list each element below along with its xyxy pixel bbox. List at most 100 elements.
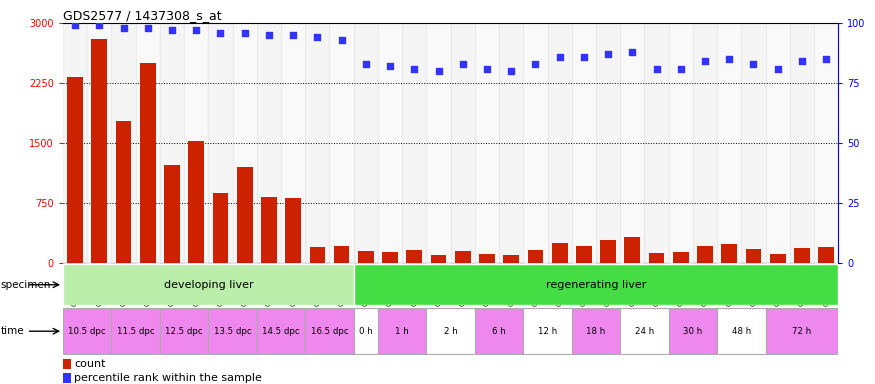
- Point: [141, 25, 155, 31]
- Bar: [499, 23, 523, 263]
- Text: 10.5 dpc: 10.5 dpc: [68, 327, 106, 336]
- Bar: [281, 23, 305, 263]
- Bar: [741, 263, 766, 264]
- Point: [674, 66, 688, 72]
- Bar: [548, 263, 571, 264]
- Text: 14.5 dpc: 14.5 dpc: [262, 327, 300, 336]
- Text: 2 h: 2 h: [444, 327, 458, 336]
- Point: [359, 61, 373, 67]
- Text: GSM161109: GSM161109: [387, 263, 393, 306]
- Bar: [111, 23, 136, 263]
- Bar: [596, 263, 620, 264]
- Bar: [814, 263, 838, 264]
- Bar: [697, 246, 713, 263]
- Point: [214, 30, 228, 36]
- Text: GSM161120: GSM161120: [654, 263, 660, 306]
- Bar: [668, 23, 693, 263]
- Point: [334, 37, 348, 43]
- Bar: [111, 263, 136, 264]
- Text: GSM161111: GSM161111: [436, 263, 442, 306]
- Point: [528, 61, 542, 67]
- Text: GSM161121: GSM161121: [678, 263, 683, 306]
- Point: [431, 68, 445, 74]
- Point: [116, 25, 130, 31]
- Point: [165, 27, 179, 33]
- Text: GSM161134: GSM161134: [218, 263, 223, 306]
- Bar: [378, 263, 402, 264]
- Text: GSM161125: GSM161125: [774, 263, 780, 306]
- Text: GSM161119: GSM161119: [629, 263, 635, 306]
- Text: GSM161137: GSM161137: [290, 263, 296, 306]
- Text: GSM161136: GSM161136: [266, 263, 272, 306]
- Bar: [430, 255, 446, 263]
- Bar: [257, 23, 281, 263]
- Text: percentile rank within the sample: percentile rank within the sample: [74, 373, 262, 383]
- Bar: [790, 263, 814, 264]
- Bar: [281, 263, 305, 264]
- Point: [746, 61, 760, 67]
- Text: 0 h: 0 h: [359, 327, 373, 336]
- Bar: [645, 23, 668, 263]
- Text: GSM161129: GSM161129: [96, 263, 102, 306]
- Bar: [648, 253, 664, 263]
- Text: GSM161118: GSM161118: [606, 263, 611, 306]
- Point: [456, 61, 470, 67]
- Bar: [475, 308, 523, 354]
- Bar: [330, 263, 354, 264]
- Point: [819, 56, 833, 62]
- Text: 6 h: 6 h: [493, 327, 506, 336]
- Point: [794, 58, 808, 65]
- Bar: [237, 167, 253, 263]
- Bar: [718, 23, 741, 263]
- Text: count: count: [74, 359, 106, 369]
- Point: [698, 58, 712, 65]
- Point: [601, 51, 615, 57]
- Text: GSM161133: GSM161133: [193, 263, 200, 306]
- Bar: [116, 121, 131, 263]
- Point: [649, 66, 663, 72]
- Bar: [766, 23, 790, 263]
- Text: regenerating liver: regenerating liver: [546, 280, 646, 290]
- Text: GSM161135: GSM161135: [242, 263, 248, 306]
- Bar: [261, 197, 276, 263]
- Bar: [285, 198, 301, 263]
- Point: [189, 27, 203, 33]
- Bar: [257, 308, 305, 354]
- Bar: [552, 243, 568, 263]
- Bar: [208, 308, 257, 354]
- Text: 18 h: 18 h: [586, 327, 605, 336]
- Bar: [354, 308, 378, 354]
- Text: GSM161131: GSM161131: [144, 263, 150, 306]
- Bar: [140, 63, 156, 263]
- Bar: [673, 252, 689, 263]
- Text: GSM161130: GSM161130: [121, 263, 127, 306]
- Bar: [213, 193, 228, 263]
- Bar: [475, 263, 499, 264]
- Point: [311, 35, 325, 41]
- Text: GSM161112: GSM161112: [459, 263, 466, 306]
- Text: GSM161124: GSM161124: [751, 263, 757, 306]
- Bar: [63, 263, 88, 264]
- Bar: [571, 23, 596, 263]
- Bar: [208, 263, 233, 264]
- Bar: [63, 23, 88, 263]
- Text: 24 h: 24 h: [635, 327, 654, 336]
- Bar: [160, 308, 208, 354]
- Text: GSM161114: GSM161114: [508, 263, 514, 306]
- Bar: [406, 250, 422, 263]
- Bar: [330, 23, 354, 263]
- Text: 12 h: 12 h: [538, 327, 557, 336]
- Bar: [358, 252, 374, 263]
- Text: 1 h: 1 h: [396, 327, 409, 336]
- Bar: [184, 263, 208, 264]
- Bar: [668, 263, 693, 264]
- Bar: [188, 141, 204, 263]
- Text: GSM161132: GSM161132: [169, 263, 175, 306]
- Text: 48 h: 48 h: [732, 327, 751, 336]
- Bar: [814, 23, 838, 263]
- Bar: [305, 308, 354, 354]
- Bar: [770, 254, 786, 263]
- Bar: [523, 263, 548, 264]
- Point: [262, 32, 276, 38]
- Bar: [426, 308, 475, 354]
